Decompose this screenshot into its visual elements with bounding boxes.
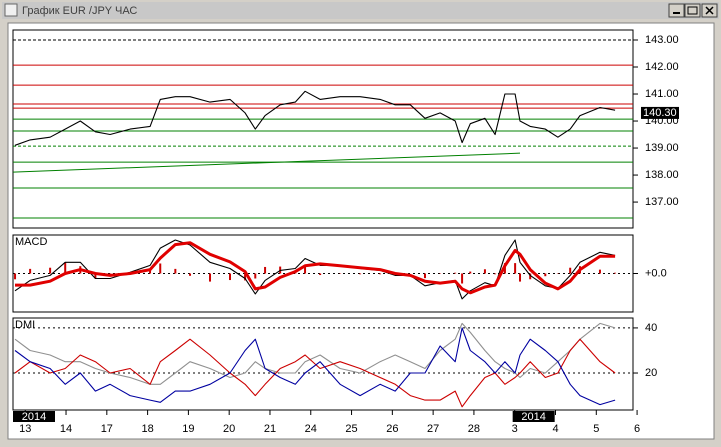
histogram-bar — [189, 274, 191, 276]
histogram-bar — [514, 263, 516, 273]
x-tick-label: 25 — [345, 423, 357, 435]
histogram-bar — [469, 272, 471, 274]
histogram-bar — [569, 268, 571, 274]
histogram-bar — [209, 274, 211, 282]
y-tick-label: 20 — [645, 367, 657, 379]
histogram-bar — [379, 274, 381, 275]
window-icon — [5, 4, 17, 16]
y-tick-label: 141.00 — [645, 88, 679, 100]
histogram-bar — [29, 269, 31, 274]
x-tick-label: 27 — [427, 423, 439, 435]
y-tick-label: 139.00 — [645, 142, 679, 154]
histogram-bar — [494, 274, 496, 275]
panel-label: DMI — [15, 319, 35, 331]
histogram-bar — [519, 274, 521, 282]
y-tick-label: 40 — [645, 322, 657, 334]
x-tick-label: 26 — [386, 423, 398, 435]
x-tick-label: 17 — [101, 423, 113, 435]
histogram-bar — [264, 267, 266, 274]
histogram-bar — [254, 274, 256, 279]
histogram-bar — [174, 269, 176, 274]
histogram-bar — [454, 273, 456, 274]
x-tick-label: 6 — [634, 423, 640, 435]
histogram-bar — [229, 274, 231, 281]
close-button[interactable] — [702, 4, 717, 17]
x-tick-label: 4 — [552, 423, 558, 435]
histogram-bar — [159, 263, 161, 273]
window-title: График EUR /JPY ЧАС — [22, 5, 137, 17]
x-tick-label: 19 — [182, 423, 194, 435]
histogram-bar — [461, 274, 463, 284]
y-tick-label: 137.00 — [645, 196, 679, 208]
histogram-bar — [319, 274, 321, 276]
x-tick-label: 21 — [264, 423, 276, 435]
y-tick-label: 138.00 — [645, 169, 679, 181]
year-label: 2014 — [521, 411, 545, 423]
y-tick-label: 143.00 — [645, 34, 679, 46]
histogram-bar — [359, 274, 361, 275]
panel — [13, 318, 633, 410]
histogram-bar — [599, 270, 601, 274]
x-tick-label: 14 — [60, 423, 72, 435]
histogram-bar — [614, 273, 616, 274]
panel-label: MACD — [15, 236, 47, 248]
x-tick-label: 24 — [305, 423, 317, 435]
x-tick-label: 5 — [593, 423, 599, 435]
histogram-bar — [424, 274, 426, 279]
histogram-bar — [484, 269, 486, 273]
minimize-button[interactable] — [669, 4, 684, 17]
y-tick-label: 142.00 — [645, 61, 679, 73]
histogram-bar — [14, 274, 16, 280]
x-tick-label: 28 — [468, 423, 480, 435]
x-tick-label: 3 — [512, 423, 518, 435]
panel — [13, 30, 633, 228]
maximize-button[interactable] — [685, 4, 700, 17]
x-tick-label: 18 — [141, 423, 153, 435]
year-label: 2014 — [22, 411, 46, 423]
histogram-bar — [49, 268, 51, 274]
x-tick-label: 13 — [19, 423, 31, 435]
x-tick-label: 20 — [223, 423, 235, 435]
last-price-label: 140.30 — [643, 107, 677, 119]
histogram-bar — [544, 274, 546, 277]
y-tick-label: +0.0 — [645, 267, 667, 279]
